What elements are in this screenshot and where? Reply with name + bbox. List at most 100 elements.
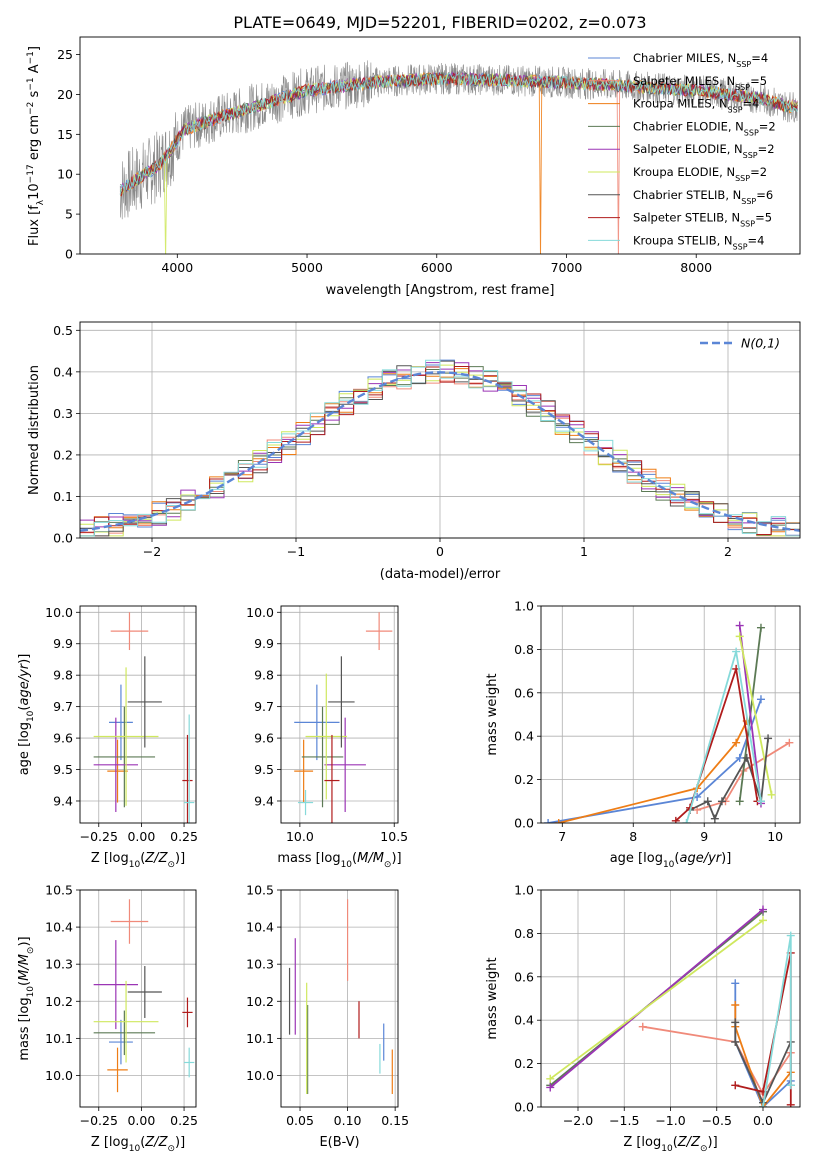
y-tick-label: 10.4 — [246, 920, 274, 935]
weight-line — [738, 636, 773, 795]
y-tick-label: 5 — [65, 207, 73, 222]
weight-series-kroupa-miles — [554, 717, 751, 823]
y-tick-label: 9.6 — [53, 731, 73, 746]
y-tick-label: 9.6 — [254, 731, 274, 746]
residual-hist-kroupa-stelib — [80, 359, 800, 537]
y-tick-label: 10.1 — [45, 1031, 73, 1046]
errorbar-kroupa-stelib — [184, 1047, 195, 1078]
x-tick-label: −0.25 — [80, 829, 118, 844]
y-tick-label: 10.2 — [45, 994, 73, 1009]
weight-line — [675, 668, 759, 822]
errorbar-chabrier-elodie — [93, 706, 156, 808]
axes-frame — [79, 36, 801, 255]
x-tick-label: 10.5 — [380, 829, 408, 844]
y-tick-label: 0.3 — [53, 406, 73, 421]
weight-line — [549, 919, 764, 1080]
legend-entry: Salpeter MILES, NSSP=5 — [633, 74, 767, 92]
x-tick-label: 0.00 — [127, 1113, 155, 1128]
x-axis-label: Z [log10(Z/Z⊙)] — [91, 1135, 185, 1154]
y-tick-label: 15 — [57, 127, 73, 142]
x-tick-label: 6000 — [421, 260, 453, 275]
y-tick-label: 9.8 — [254, 668, 274, 683]
errorbar-kroupa-elodie — [305, 673, 348, 800]
model-line-kroupa-stelib — [119, 71, 798, 196]
errorbar-kroupa-elodie — [93, 980, 159, 1063]
weight-marker — [764, 734, 773, 743]
axes-spectrum: 4000 5000 6000 7000 8000 0 5 10 15 20 25 Chabrier M… — [26, 36, 801, 298]
x-tick-label: −0.5 — [702, 1113, 732, 1128]
errorbar-kroupa-miles — [107, 1047, 128, 1093]
legend-entry: Salpeter ELODIE, NSSP=2 — [633, 142, 775, 160]
x-tick-label: −1.0 — [655, 1113, 685, 1128]
plot-area-age-vs-Z — [93, 612, 195, 823]
y-tick-label: 10.3 — [45, 957, 73, 972]
x-tick-label: 0.00 — [127, 829, 155, 844]
y-tick-label: 0.0 — [514, 816, 534, 831]
weight-marker — [785, 738, 794, 747]
axes-frame — [540, 605, 801, 824]
y-tick-label: 9.9 — [254, 636, 274, 651]
y-axis-label: mass weight — [485, 673, 500, 755]
y-axis-label: Flux [fλ10−17 erg cm−2 s−1 A−1] — [26, 46, 46, 246]
weight-marker — [735, 632, 744, 641]
weight-marker — [767, 790, 776, 799]
weight-marker — [731, 1037, 740, 1046]
x-tick-label: 1 — [580, 544, 588, 559]
weight-marker — [786, 1100, 795, 1107]
weight-marker — [710, 814, 719, 823]
y-tick-label: 9.4 — [53, 793, 73, 808]
weight-marker — [735, 753, 744, 762]
errorbar-salpeter-miles — [110, 899, 149, 944]
x-tick-label: 2 — [724, 544, 732, 559]
weight-marker — [703, 797, 712, 806]
x-tick-label: 10.0 — [286, 829, 314, 844]
weight-marker — [717, 797, 726, 806]
y-axis-label: age [log10(age/yr)] — [17, 654, 36, 776]
legend-entry: Salpeter STELIB, NSSP=5 — [633, 211, 772, 229]
errorbar-salpeter-miles — [365, 612, 393, 651]
y-tick-label: 10.1 — [246, 1031, 274, 1046]
errorbar-salpeter-stelib — [182, 997, 193, 1028]
axes-age-vs-mass: 10.0 10.5 9.4 9.5 9.6 9.7 9.8 9.9 10.0 mass [log1… — [246, 605, 408, 870]
errorbar-chabrier-miles — [109, 1019, 133, 1065]
x-tick-label: −0.25 — [80, 1113, 118, 1128]
y-axis-label: Normed distribution — [27, 365, 42, 495]
x-tick-label: 4000 — [161, 260, 193, 275]
y-tick-label: 10.2 — [246, 994, 274, 1009]
plot-area-spectrum — [119, 60, 798, 254]
y-tick-label: 10.0 — [246, 605, 274, 620]
weight-marker — [735, 797, 744, 806]
errorbar-kroupa-elodie — [93, 667, 159, 806]
x-tick-label: 5000 — [291, 260, 323, 275]
x-tick-label: 0.05 — [286, 1113, 314, 1128]
y-tick-label: 0.8 — [514, 642, 534, 657]
weight-line — [547, 698, 762, 823]
axes-ebv: 0.05 0.10 0.15 10.0 10.1 10.2 10.3 10.4 10.5 E(B-… — [246, 883, 409, 1151]
weight-marker — [682, 819, 691, 823]
axes-frame — [79, 889, 197, 1108]
y-tick-label: 0.4 — [514, 1013, 534, 1028]
y-axis-label: mass [log10(M/M⊙)] — [17, 936, 36, 1060]
weight-line — [734, 1005, 792, 1107]
y-tick-label: 9.8 — [53, 668, 73, 683]
weight-marker — [732, 738, 741, 747]
weight-marker — [786, 1081, 795, 1090]
y-tick-label: 10.0 — [246, 1068, 274, 1083]
weight-marker — [638, 1022, 647, 1031]
weight-line — [558, 720, 748, 823]
weight-marker — [759, 916, 767, 925]
y-tick-label: 25 — [57, 47, 73, 62]
errorbar-salpeter-elodie — [93, 717, 138, 812]
legend-entry: Chabrier MILES, NSSP=4 — [633, 51, 768, 69]
x-axis-label: mass [log10(M/M⊙)] — [277, 851, 401, 870]
y-tick-label: 0.5 — [53, 323, 73, 338]
errorbar-chabrier-miles — [294, 684, 340, 761]
weight-line — [762, 935, 792, 1107]
weight-marker — [546, 1074, 555, 1083]
x-tick-label: 8000 — [680, 260, 712, 275]
y-tick-label: 0.8 — [514, 926, 534, 941]
y-tick-label: 0 — [65, 247, 73, 262]
weight-marker — [731, 1018, 740, 1027]
observed-spectrum-line — [119, 60, 798, 220]
x-axis-label: (data-model)/error — [380, 567, 501, 582]
